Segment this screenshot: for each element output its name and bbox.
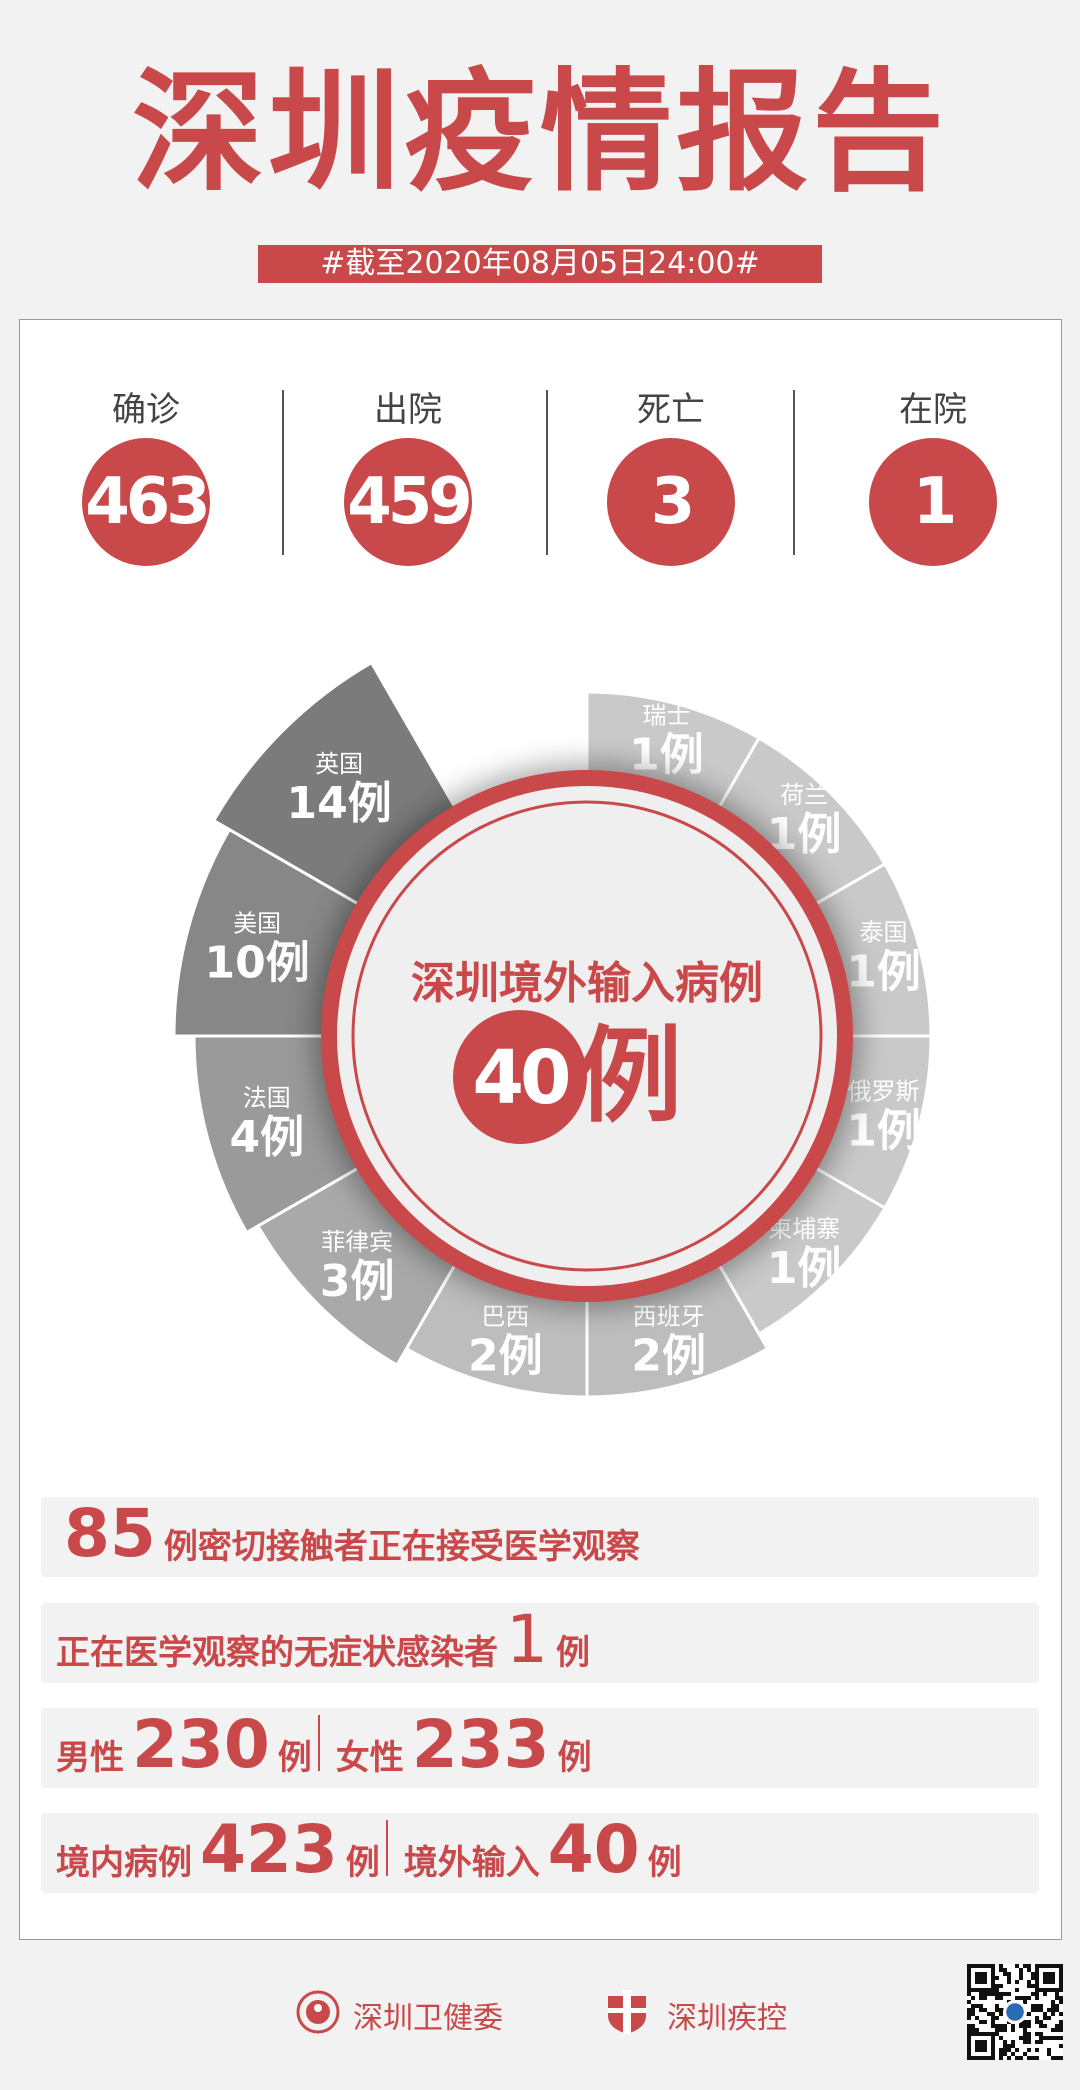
date-banner: #截至2020年08月05日24:00# (258, 245, 822, 283)
sector-country-label: 俄罗斯 (848, 1077, 920, 1105)
sector-count-label: 1例 (767, 1243, 842, 1294)
stat-value-confirmed: 463 (82, 438, 211, 566)
center-circle (321, 770, 853, 1302)
asymptomatic-row: 正在医学观察的无症状感染者 1 例 (41, 1603, 1039, 1683)
sector-country-label: 西班牙 (633, 1303, 705, 1331)
origin-row: 境内病例 423 例 境外输入 40 例 (41, 1813, 1039, 1893)
sector-count-label: 3例 (320, 1256, 395, 1307)
qr-code-icon[interactable] (967, 1964, 1063, 2060)
local-label: 境内病例 (56, 1843, 192, 1883)
stat-label-discharged: 出院 (374, 390, 442, 430)
male-count: 230 (132, 1706, 270, 1783)
local-unit: 例 (345, 1843, 380, 1883)
center-total: 40 (473, 1035, 568, 1121)
stat-value-discharged: 459 (344, 438, 473, 566)
center-unit: 例 (578, 1015, 682, 1137)
stat-label-confirmed: 确诊 (112, 390, 180, 430)
asymptomatic-text: 正在医学观察的无症状感染者 (56, 1633, 498, 1673)
asymptomatic-number: 1 (506, 1601, 548, 1678)
imported-unit: 例 (647, 1843, 682, 1883)
sector-count-label: 1例 (846, 947, 921, 998)
sector-count-label: 14例 (287, 778, 392, 829)
cdc-logo-icon (608, 1990, 646, 2034)
sector-country-label: 英国 (315, 750, 363, 778)
sector-count-label: 1例 (846, 1105, 921, 1156)
sector-country-label: 菲律宾 (321, 1228, 393, 1256)
divider (793, 390, 795, 555)
sector-count-label: 2例 (631, 1331, 706, 1382)
imported-cases-pie: 瑞士1例荷兰1例泰国1例俄罗斯1例柬埔寨1例西班牙2例巴西2例菲律宾3例法国4例… (174, 662, 931, 1397)
total-circle (453, 1010, 587, 1144)
sector-country-label: 荷兰 (780, 781, 828, 809)
page-title: 深圳疫情报告 (132, 56, 948, 210)
center-title: 深圳境外输入病例 (411, 958, 763, 1009)
asymptomatic-unit: 例 (556, 1633, 590, 1673)
imported-label: 境外输入 (403, 1843, 540, 1883)
sector-count-label: 2例 (468, 1331, 543, 1382)
contacts-row: 85 例密切接触者正在接受医学观察 (41, 1497, 1039, 1577)
female-unit: 例 (557, 1738, 592, 1778)
divider (385, 1820, 388, 1876)
divider (282, 390, 284, 555)
contacts-text: 例密切接触者正在接受医学观察 (163, 1527, 640, 1567)
sector-count-label: 10例 (205, 938, 310, 989)
sector-country-label: 法国 (243, 1084, 291, 1112)
sector-country-label: 巴西 (481, 1303, 529, 1331)
sector-count-label: 4例 (229, 1112, 304, 1163)
divider (546, 390, 548, 555)
stat-label-hospitalized: 在院 (899, 390, 967, 430)
sector-country-label: 瑞士 (642, 701, 690, 729)
female-label: 女性 (335, 1738, 404, 1778)
stat-label-deaths: 死亡 (637, 390, 705, 430)
sector-country-label: 美国 (233, 910, 281, 938)
male-unit: 例 (277, 1738, 312, 1778)
stat-value-hospitalized: 1 (869, 438, 997, 566)
male-label: 男性 (56, 1738, 124, 1778)
footer-org-1: 深圳卫健委 (353, 2001, 503, 2036)
gender-row: 男性 230 例 女性 233 例 (41, 1708, 1039, 1788)
local-count: 423 (200, 1811, 338, 1888)
center-inner-ring (351, 800, 823, 1272)
divider (317, 1715, 320, 1771)
stat-value-deaths: 3 (607, 438, 735, 566)
contacts-number: 85 (64, 1495, 156, 1572)
imported-count: 40 (547, 1811, 640, 1888)
sector-country-label: 泰国 (860, 919, 908, 947)
footer-org-2: 深圳疾控 (667, 2001, 787, 2036)
female-count: 233 (411, 1706, 550, 1783)
health-commission-logo-icon (296, 1990, 340, 2034)
